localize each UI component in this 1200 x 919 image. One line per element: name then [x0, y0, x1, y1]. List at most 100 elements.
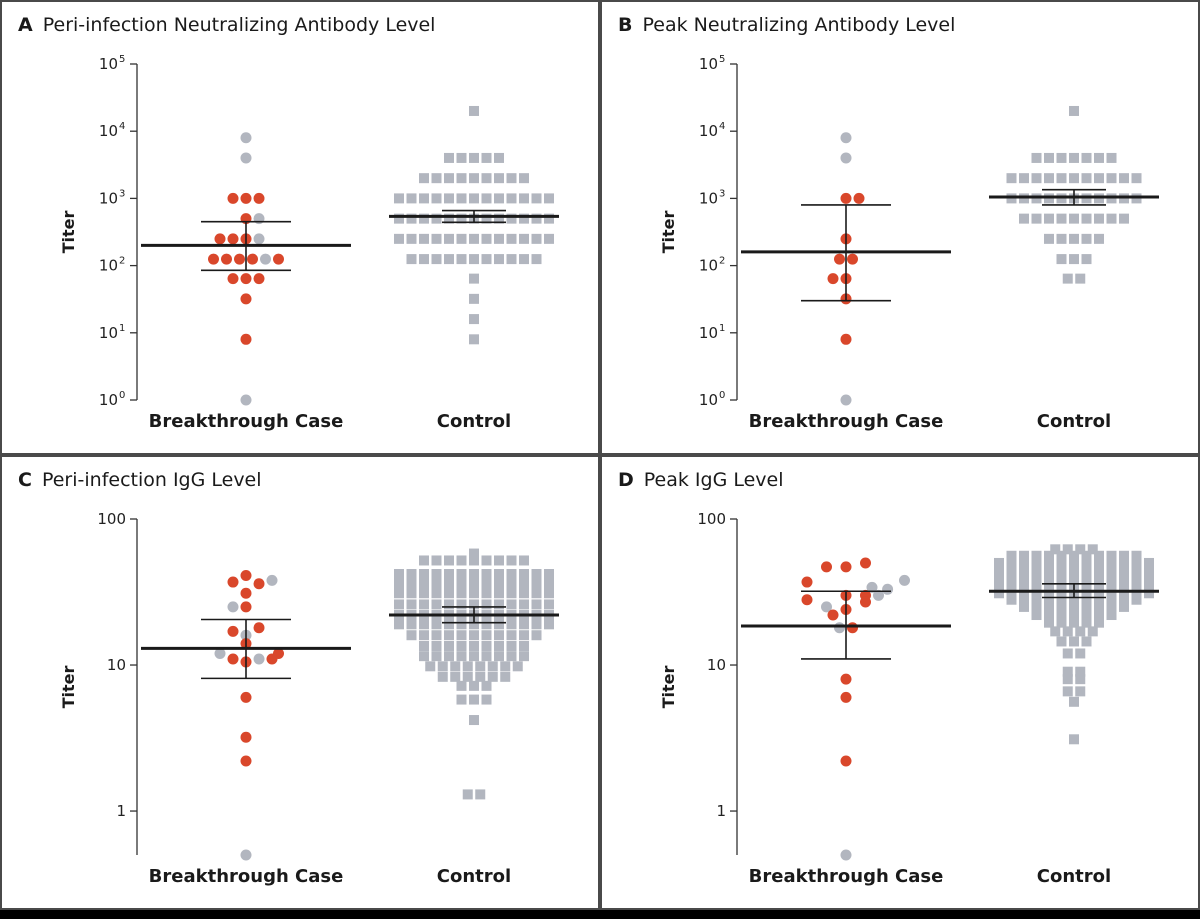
y-tick-exponent: 3 [119, 188, 125, 199]
category-label: Control [437, 411, 511, 432]
case-point [253, 273, 265, 285]
case-point [214, 233, 226, 245]
control-point [1075, 626, 1086, 637]
y-tick-label: 100 [697, 510, 726, 528]
control-point [481, 569, 492, 580]
control-point [506, 213, 517, 224]
control-point [1056, 594, 1067, 605]
case-point [240, 293, 252, 305]
control-point [444, 578, 454, 589]
control-point [494, 578, 504, 589]
control-point [431, 569, 442, 580]
control-point [406, 619, 417, 630]
control-point [494, 555, 504, 566]
control-point [531, 619, 542, 630]
control-point [1019, 566, 1029, 577]
control-point [1006, 594, 1017, 605]
control-point [456, 233, 467, 244]
control-point [506, 619, 517, 630]
control-point [494, 651, 504, 662]
case-point [240, 691, 252, 703]
control-point [519, 254, 529, 265]
control-point [431, 619, 442, 630]
control-point [456, 555, 467, 566]
y-axis-label: Titer [59, 211, 78, 254]
control-point [1094, 550, 1104, 561]
control-point [1006, 557, 1017, 568]
chart-plot-c: 1 10 100 Titer Breakthrough Case Control [59, 510, 559, 887]
control-point [481, 254, 492, 265]
control-point [1069, 617, 1079, 628]
control-point [475, 661, 486, 672]
control-point [1062, 648, 1073, 659]
control-point [1081, 601, 1092, 612]
control-point [506, 569, 517, 580]
control-point [394, 569, 404, 580]
control-point [1081, 636, 1092, 647]
control-point [544, 233, 554, 244]
case-point [214, 647, 226, 659]
case-point [240, 192, 252, 204]
control-point [481, 680, 492, 691]
control-point [444, 619, 454, 630]
category-label: Control [437, 866, 511, 887]
case-point [834, 253, 845, 265]
control-point [1131, 588, 1142, 599]
control-point [1069, 105, 1079, 116]
control-point [481, 588, 492, 599]
control-point [419, 640, 429, 651]
control-point [394, 193, 404, 204]
panel-heading: D Peak IgG Level [618, 469, 784, 491]
case-point [801, 594, 813, 606]
control-point [1081, 594, 1092, 605]
panel-heading: C Peri-infection IgG Level [18, 469, 262, 491]
control-point [1044, 213, 1054, 224]
control-point [1044, 601, 1054, 612]
control-point [1069, 550, 1079, 561]
y-tick-label: 10 [99, 257, 118, 275]
control-point [1019, 573, 1029, 584]
case-point [227, 601, 239, 613]
control-point [1075, 674, 1086, 685]
control-point [481, 555, 492, 566]
control-point [1106, 213, 1117, 224]
category-label: Breakthrough Case [149, 866, 344, 887]
control-point [431, 599, 442, 610]
control-point [1081, 617, 1092, 628]
control-point [1019, 550, 1029, 561]
control-point [519, 173, 529, 184]
control-point [1019, 213, 1029, 224]
control-point [1087, 626, 1098, 637]
control-point [1106, 580, 1117, 591]
control-point [531, 578, 542, 589]
y-tick-label: 10 [699, 122, 718, 140]
control-point [1031, 566, 1042, 577]
control-point [469, 630, 479, 641]
y-tick-label: 100 [97, 510, 126, 528]
case-point [827, 609, 839, 621]
category-label: Control [1037, 866, 1111, 887]
y-tick-exponent: 5 [119, 54, 125, 65]
control-point [1069, 566, 1079, 577]
control-point [1094, 233, 1104, 244]
control-point [1044, 566, 1054, 577]
control-point [481, 173, 492, 184]
control-point [519, 569, 529, 580]
case-point [247, 253, 258, 265]
y-tick-label: 10 [699, 324, 718, 342]
control-point [1006, 573, 1017, 584]
case-point [227, 653, 239, 665]
control-point [1094, 566, 1104, 577]
control-point [1056, 636, 1067, 647]
control-point [1056, 573, 1067, 584]
control-point [487, 661, 498, 672]
control-point [1144, 557, 1154, 568]
control-point [1081, 557, 1092, 568]
control-point [531, 630, 542, 641]
control-point [469, 293, 479, 304]
control-point [469, 715, 479, 726]
control-point [506, 640, 517, 651]
y-tick-label: 10 [107, 656, 126, 674]
control-point [425, 661, 436, 672]
